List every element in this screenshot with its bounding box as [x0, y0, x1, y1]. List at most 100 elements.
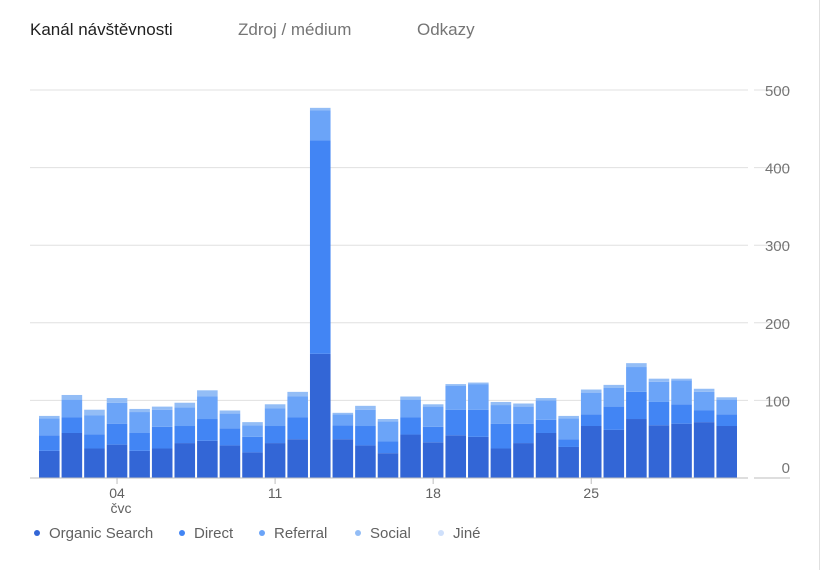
y-tick-label: 500: [765, 83, 790, 100]
bar-segment: [445, 385, 467, 410]
bar-segment: [580, 392, 602, 415]
bar-segment: [535, 400, 557, 420]
y-tick-label: 400: [765, 161, 790, 178]
tab-kanal-navstevnosti[interactable]: Kanál návštěvnosti: [30, 20, 173, 39]
bar-segment: [242, 452, 263, 478]
bar-segment: [400, 396, 421, 400]
bar-segment: [513, 423, 534, 444]
bar-segment: [716, 399, 737, 415]
bar-segment: [355, 426, 376, 446]
bar-segment: [671, 404, 692, 424]
panel-right-border: [819, 0, 820, 570]
bar-segment: [603, 384, 625, 388]
bar-segment: [84, 434, 105, 449]
bar-segment: [490, 448, 512, 478]
bar-segment: [377, 419, 399, 422]
bar-segment: [603, 429, 625, 478]
legend-dot-icon: [438, 530, 444, 537]
bar-segment: [648, 381, 670, 402]
bar-segment: [377, 421, 399, 442]
bar-segment: [603, 387, 625, 407]
bar-segment: [580, 426, 602, 478]
bar-segment: [445, 409, 467, 436]
bar-segment: [287, 396, 308, 418]
bar-segment: [535, 398, 557, 401]
bar-segment: [355, 445, 376, 478]
bar-segment: [264, 426, 286, 444]
bar-segment: [490, 405, 512, 424]
bar-segment: [422, 406, 444, 427]
bar-segment: [174, 443, 196, 478]
bar-segment: [197, 396, 218, 420]
bar-segment: [377, 441, 399, 454]
bar-segment: [39, 415, 60, 419]
y-tick-label: 200: [765, 316, 790, 333]
bar-segment: [626, 363, 647, 368]
bar-segment: [151, 406, 173, 410]
legend-dot-icon: [259, 530, 265, 537]
bar-segment: [129, 408, 150, 413]
bar-segment: [197, 419, 218, 441]
bar-segment: [84, 415, 105, 435]
bar-segment: [106, 423, 128, 445]
legend-dot-icon: [179, 530, 185, 537]
tab-odkazy[interactable]: Odkazy: [417, 20, 475, 39]
bar-segment: [129, 412, 150, 433]
bar-segment: [106, 402, 128, 424]
legend-item-jine[interactable]: Jiné: [438, 525, 481, 542]
bar-segment: [174, 426, 196, 444]
bar-segment: [468, 436, 489, 478]
legend-dot-icon: [355, 530, 361, 537]
bar-segment: [648, 378, 670, 382]
bar-segment: [603, 406, 625, 430]
bar-segment: [377, 453, 399, 478]
bar-segment: [84, 448, 105, 478]
bar-segment: [129, 432, 150, 451]
bar-segment: [332, 439, 354, 478]
bar-segment: [513, 403, 534, 407]
y-tick-label: 100: [765, 393, 790, 410]
bar-segment: [558, 415, 579, 419]
x-tick-label: 18: [425, 485, 441, 501]
bar-segment: [309, 140, 331, 354]
legend-dot-icon: [34, 530, 40, 537]
bar-segment: [39, 418, 60, 436]
bar-segment: [400, 417, 421, 435]
bar-segment: [174, 407, 196, 427]
bar-segment: [445, 384, 467, 386]
y-tick-label: 300: [765, 238, 790, 255]
bar-segment: [332, 425, 354, 440]
bar-segment: [513, 406, 534, 424]
legend-item-social[interactable]: Social: [355, 525, 411, 542]
legend-item-referral[interactable]: Referral: [259, 525, 327, 542]
legend-label: Social: [370, 525, 411, 542]
bar-segment: [106, 444, 128, 478]
bar-segment: [693, 388, 715, 392]
bar-segment: [693, 391, 715, 411]
bar-segment: [716, 426, 737, 478]
bar-segment: [626, 367, 647, 392]
bar-segment: [648, 425, 670, 478]
bar-segment: [716, 414, 737, 427]
bar-segment: [355, 409, 376, 427]
bar-segment: [558, 418, 579, 440]
bar-segment: [468, 382, 489, 385]
legend-label: Referral: [274, 525, 328, 542]
bar-segment: [422, 404, 444, 407]
bar-segment: [648, 401, 670, 426]
bar-segment: [558, 446, 579, 478]
bar-segment: [219, 410, 241, 414]
tab-zdroj-medium[interactable]: Zdroj / médium: [238, 20, 352, 39]
bar-segment: [558, 439, 579, 447]
bar-segment: [287, 417, 308, 440]
bar-segment: [287, 391, 308, 397]
legend-item-organic-search[interactable]: Organic Search: [34, 525, 153, 542]
bar-segment: [693, 422, 715, 478]
bar-segment: [332, 414, 354, 426]
bar-segment: [242, 425, 263, 437]
bar-segment: [580, 389, 602, 393]
legend-item-direct[interactable]: Direct: [179, 525, 233, 542]
bar-segment: [84, 409, 105, 416]
x-tick-label: 11: [268, 485, 283, 501]
bar-segment: [219, 445, 241, 478]
